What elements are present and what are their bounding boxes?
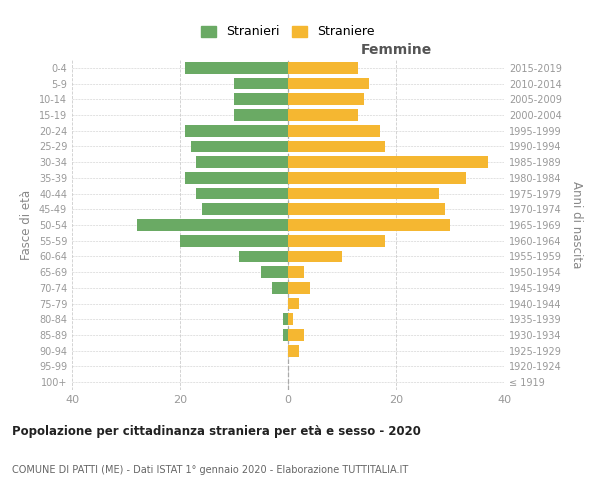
- Bar: [288, 266, 304, 278]
- Bar: [185, 62, 288, 74]
- Bar: [288, 125, 380, 136]
- Bar: [239, 250, 288, 262]
- Bar: [288, 204, 445, 215]
- Bar: [288, 250, 342, 262]
- Bar: [288, 298, 299, 310]
- Bar: [288, 282, 310, 294]
- Bar: [288, 329, 304, 341]
- Text: Femmine: Femmine: [361, 42, 431, 56]
- Bar: [261, 266, 288, 278]
- Bar: [234, 78, 288, 90]
- Bar: [288, 140, 385, 152]
- Bar: [180, 235, 288, 246]
- Text: Popolazione per cittadinanza straniera per età e sesso - 2020: Popolazione per cittadinanza straniera p…: [12, 425, 421, 438]
- Bar: [288, 345, 299, 356]
- Bar: [288, 188, 439, 200]
- Bar: [272, 282, 288, 294]
- Bar: [288, 78, 369, 90]
- Bar: [185, 125, 288, 136]
- Bar: [288, 94, 364, 105]
- Bar: [234, 109, 288, 121]
- Bar: [185, 172, 288, 184]
- Bar: [137, 219, 288, 231]
- Bar: [234, 94, 288, 105]
- Bar: [283, 314, 288, 325]
- Bar: [191, 140, 288, 152]
- Y-axis label: Anni di nascita: Anni di nascita: [570, 182, 583, 268]
- Bar: [288, 172, 466, 184]
- Bar: [202, 204, 288, 215]
- Legend: Stranieri, Straniere: Stranieri, Straniere: [196, 20, 380, 44]
- Bar: [288, 156, 488, 168]
- Bar: [288, 62, 358, 74]
- Bar: [196, 188, 288, 200]
- Text: COMUNE DI PATTI (ME) - Dati ISTAT 1° gennaio 2020 - Elaborazione TUTTITALIA.IT: COMUNE DI PATTI (ME) - Dati ISTAT 1° gen…: [12, 465, 408, 475]
- Bar: [288, 314, 293, 325]
- Bar: [288, 219, 450, 231]
- Bar: [288, 235, 385, 246]
- Y-axis label: Fasce di età: Fasce di età: [20, 190, 33, 260]
- Bar: [288, 109, 358, 121]
- Bar: [283, 329, 288, 341]
- Bar: [196, 156, 288, 168]
